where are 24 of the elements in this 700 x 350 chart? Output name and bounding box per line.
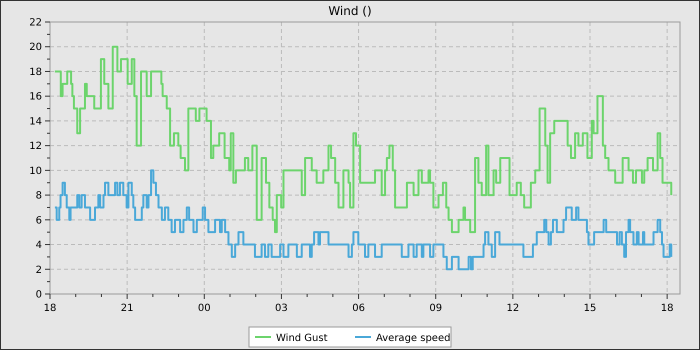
x-tick-label: 18 [660, 303, 674, 314]
y-tick-label: 22 [29, 18, 42, 28]
y-tick-label: 16 [29, 92, 42, 103]
y-tick-label: 20 [29, 42, 42, 54]
y-tick-label: 0 [36, 290, 42, 300]
y-tick-label: 6 [36, 215, 42, 226]
x-tick-label: 00 [198, 303, 211, 314]
y-tick-label: 10 [29, 166, 42, 177]
x-tick-label: 09 [429, 303, 442, 314]
y-tick-label: 18 [29, 66, 42, 78]
x-tick-label: 21 [120, 303, 134, 314]
legend-label: Wind Gust [276, 333, 328, 344]
y-tick-label: 4 [36, 240, 42, 252]
y-tick-label: 2 [36, 264, 42, 276]
y-tick-label: 12 [29, 141, 42, 152]
x-tick-label: 03 [275, 303, 288, 314]
x-tick-label: 06 [352, 303, 365, 314]
x-tick-label: 15 [584, 303, 596, 314]
y-tick-label: 14 [29, 116, 42, 128]
y-tick-label: 8 [36, 190, 42, 202]
x-tick-label: 12 [506, 303, 520, 314]
legend-label: Average speed [376, 333, 450, 344]
x-tick-label: 18 [44, 303, 56, 314]
chart-title: Wind () [328, 4, 372, 18]
